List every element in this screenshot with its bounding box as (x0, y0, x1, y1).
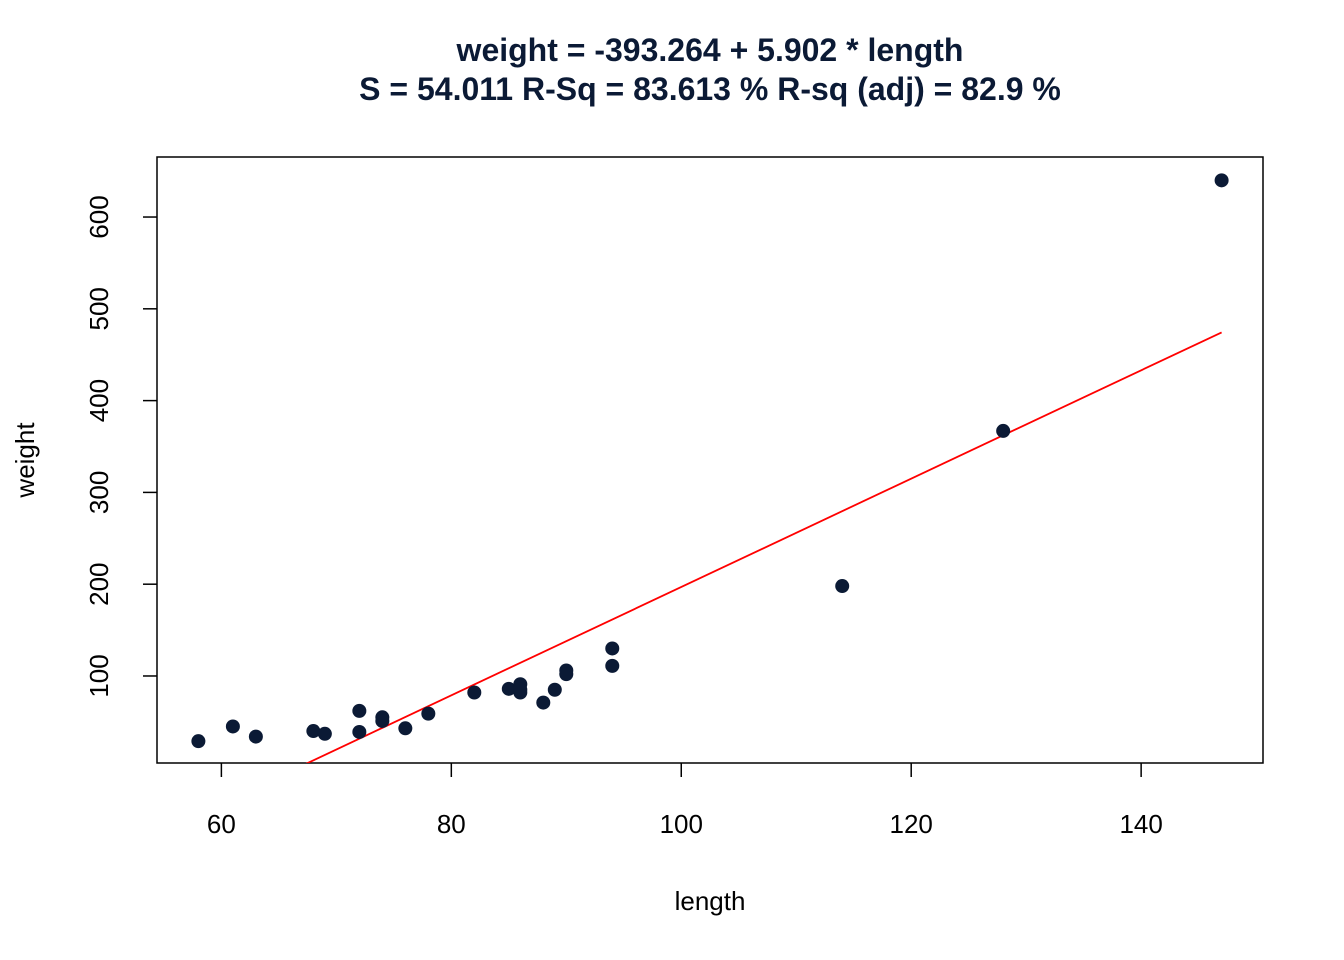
data-point (536, 695, 551, 710)
y-tick-label: 600 (84, 195, 114, 238)
data-point (513, 682, 528, 697)
data-point (996, 423, 1011, 438)
chart-subtitle: S = 54.011 R-Sq = 83.613 % R-sq (adj) = … (359, 71, 1061, 107)
data-point (605, 641, 620, 656)
data-point (225, 719, 240, 734)
data-point (352, 724, 367, 739)
chart-title: weight = -393.264 + 5.902 * length (456, 32, 964, 68)
x-tick-label: 140 (1119, 809, 1162, 839)
data-point (306, 724, 321, 739)
data-point (352, 703, 367, 718)
data-point (375, 713, 390, 728)
data-point (559, 667, 574, 682)
y-tick-label: 500 (84, 287, 114, 330)
data-point (547, 682, 562, 697)
data-point (421, 706, 436, 721)
x-tick-label: 60 (207, 809, 236, 839)
data-point (191, 734, 206, 749)
y-tick-label: 100 (84, 654, 114, 697)
y-axis-label: weight (10, 422, 40, 499)
y-tick-label: 400 (84, 379, 114, 422)
data-point (398, 721, 413, 736)
x-axis-label: length (675, 886, 746, 916)
data-point (248, 729, 263, 744)
y-tick-label: 200 (84, 562, 114, 605)
x-tick-label: 120 (890, 809, 933, 839)
data-point (467, 685, 482, 700)
data-point (605, 658, 620, 673)
data-point (317, 726, 332, 741)
data-point (1214, 173, 1229, 188)
regression-line (305, 331, 1222, 763)
plot-frame (156, 156, 1264, 764)
x-tick-label: 100 (660, 809, 703, 839)
data-point (835, 579, 850, 594)
data-point (501, 681, 516, 696)
y-tick-label: 300 (84, 471, 114, 514)
x-tick-label: 80 (437, 809, 466, 839)
